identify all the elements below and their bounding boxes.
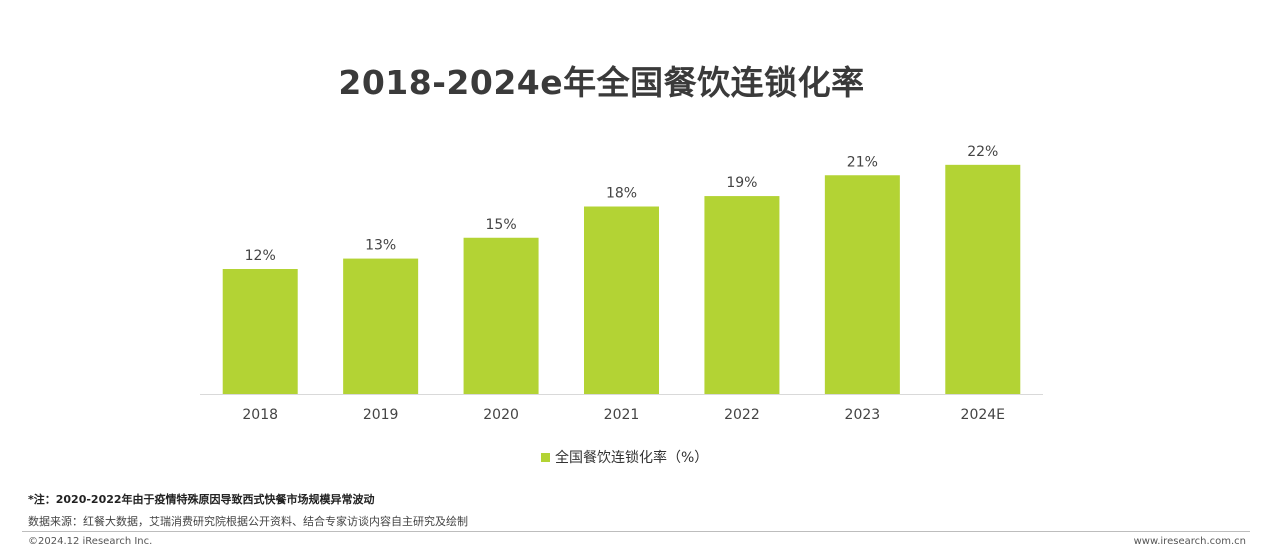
footer-divider [22, 531, 1250, 532]
bars-layer [222, 164, 1021, 394]
bar-2018 [222, 269, 298, 394]
bar-2021 [584, 206, 659, 394]
footnote-note: *注：2020-2022年由于疫情特殊原因导致西式快餐市场规模异常波动 [28, 493, 375, 506]
legend-label: 全国餐饮连锁化率（%） [555, 450, 709, 466]
data-label-2024E: 22% [967, 144, 998, 160]
data-label-2023: 21% [847, 154, 878, 170]
tick-label-2023: 2023 [845, 407, 881, 423]
legend: 全国餐饮连锁化率（%） [541, 447, 708, 467]
tick-label-2019: 2019 [363, 407, 399, 423]
chart-title: 2018-2024e年全国餐饮连锁化率 [338, 63, 865, 102]
data-labels-layer: 12% 13% 15% 18% 19% 21% 22% [245, 144, 999, 264]
bar-2022 [704, 196, 780, 394]
tick-label-2018: 2018 [242, 407, 278, 423]
footnote-source: 数据来源：红餐大数据，艾瑞消费研究院根据公开资料、结合专家访谈内容自主研究及绘制 [28, 515, 468, 528]
legend-swatch [541, 452, 550, 462]
footer-copyright: ©2024.12 iResearch Inc. [28, 536, 153, 547]
bar-2023 [824, 175, 900, 394]
tick-label-2021: 2021 [604, 407, 640, 423]
footer-website: www.iresearch.com.cn [1133, 536, 1246, 547]
bar-2019 [343, 258, 419, 394]
tick-label-2020: 2020 [483, 407, 519, 423]
tick-labels-layer: 2018 2019 2020 2021 2022 2023 2024E [242, 407, 1005, 423]
data-label-2021: 18% [606, 186, 637, 202]
tick-label-2022: 2022 [724, 407, 760, 423]
data-label-2020: 15% [486, 217, 517, 233]
tick-label-2024E: 2024E [961, 407, 1005, 423]
data-label-2022: 19% [726, 175, 757, 191]
data-label-2019: 13% [365, 238, 396, 254]
bar-2020 [463, 237, 539, 394]
bar-2024E [945, 164, 1021, 394]
data-label-2018: 12% [245, 248, 276, 264]
